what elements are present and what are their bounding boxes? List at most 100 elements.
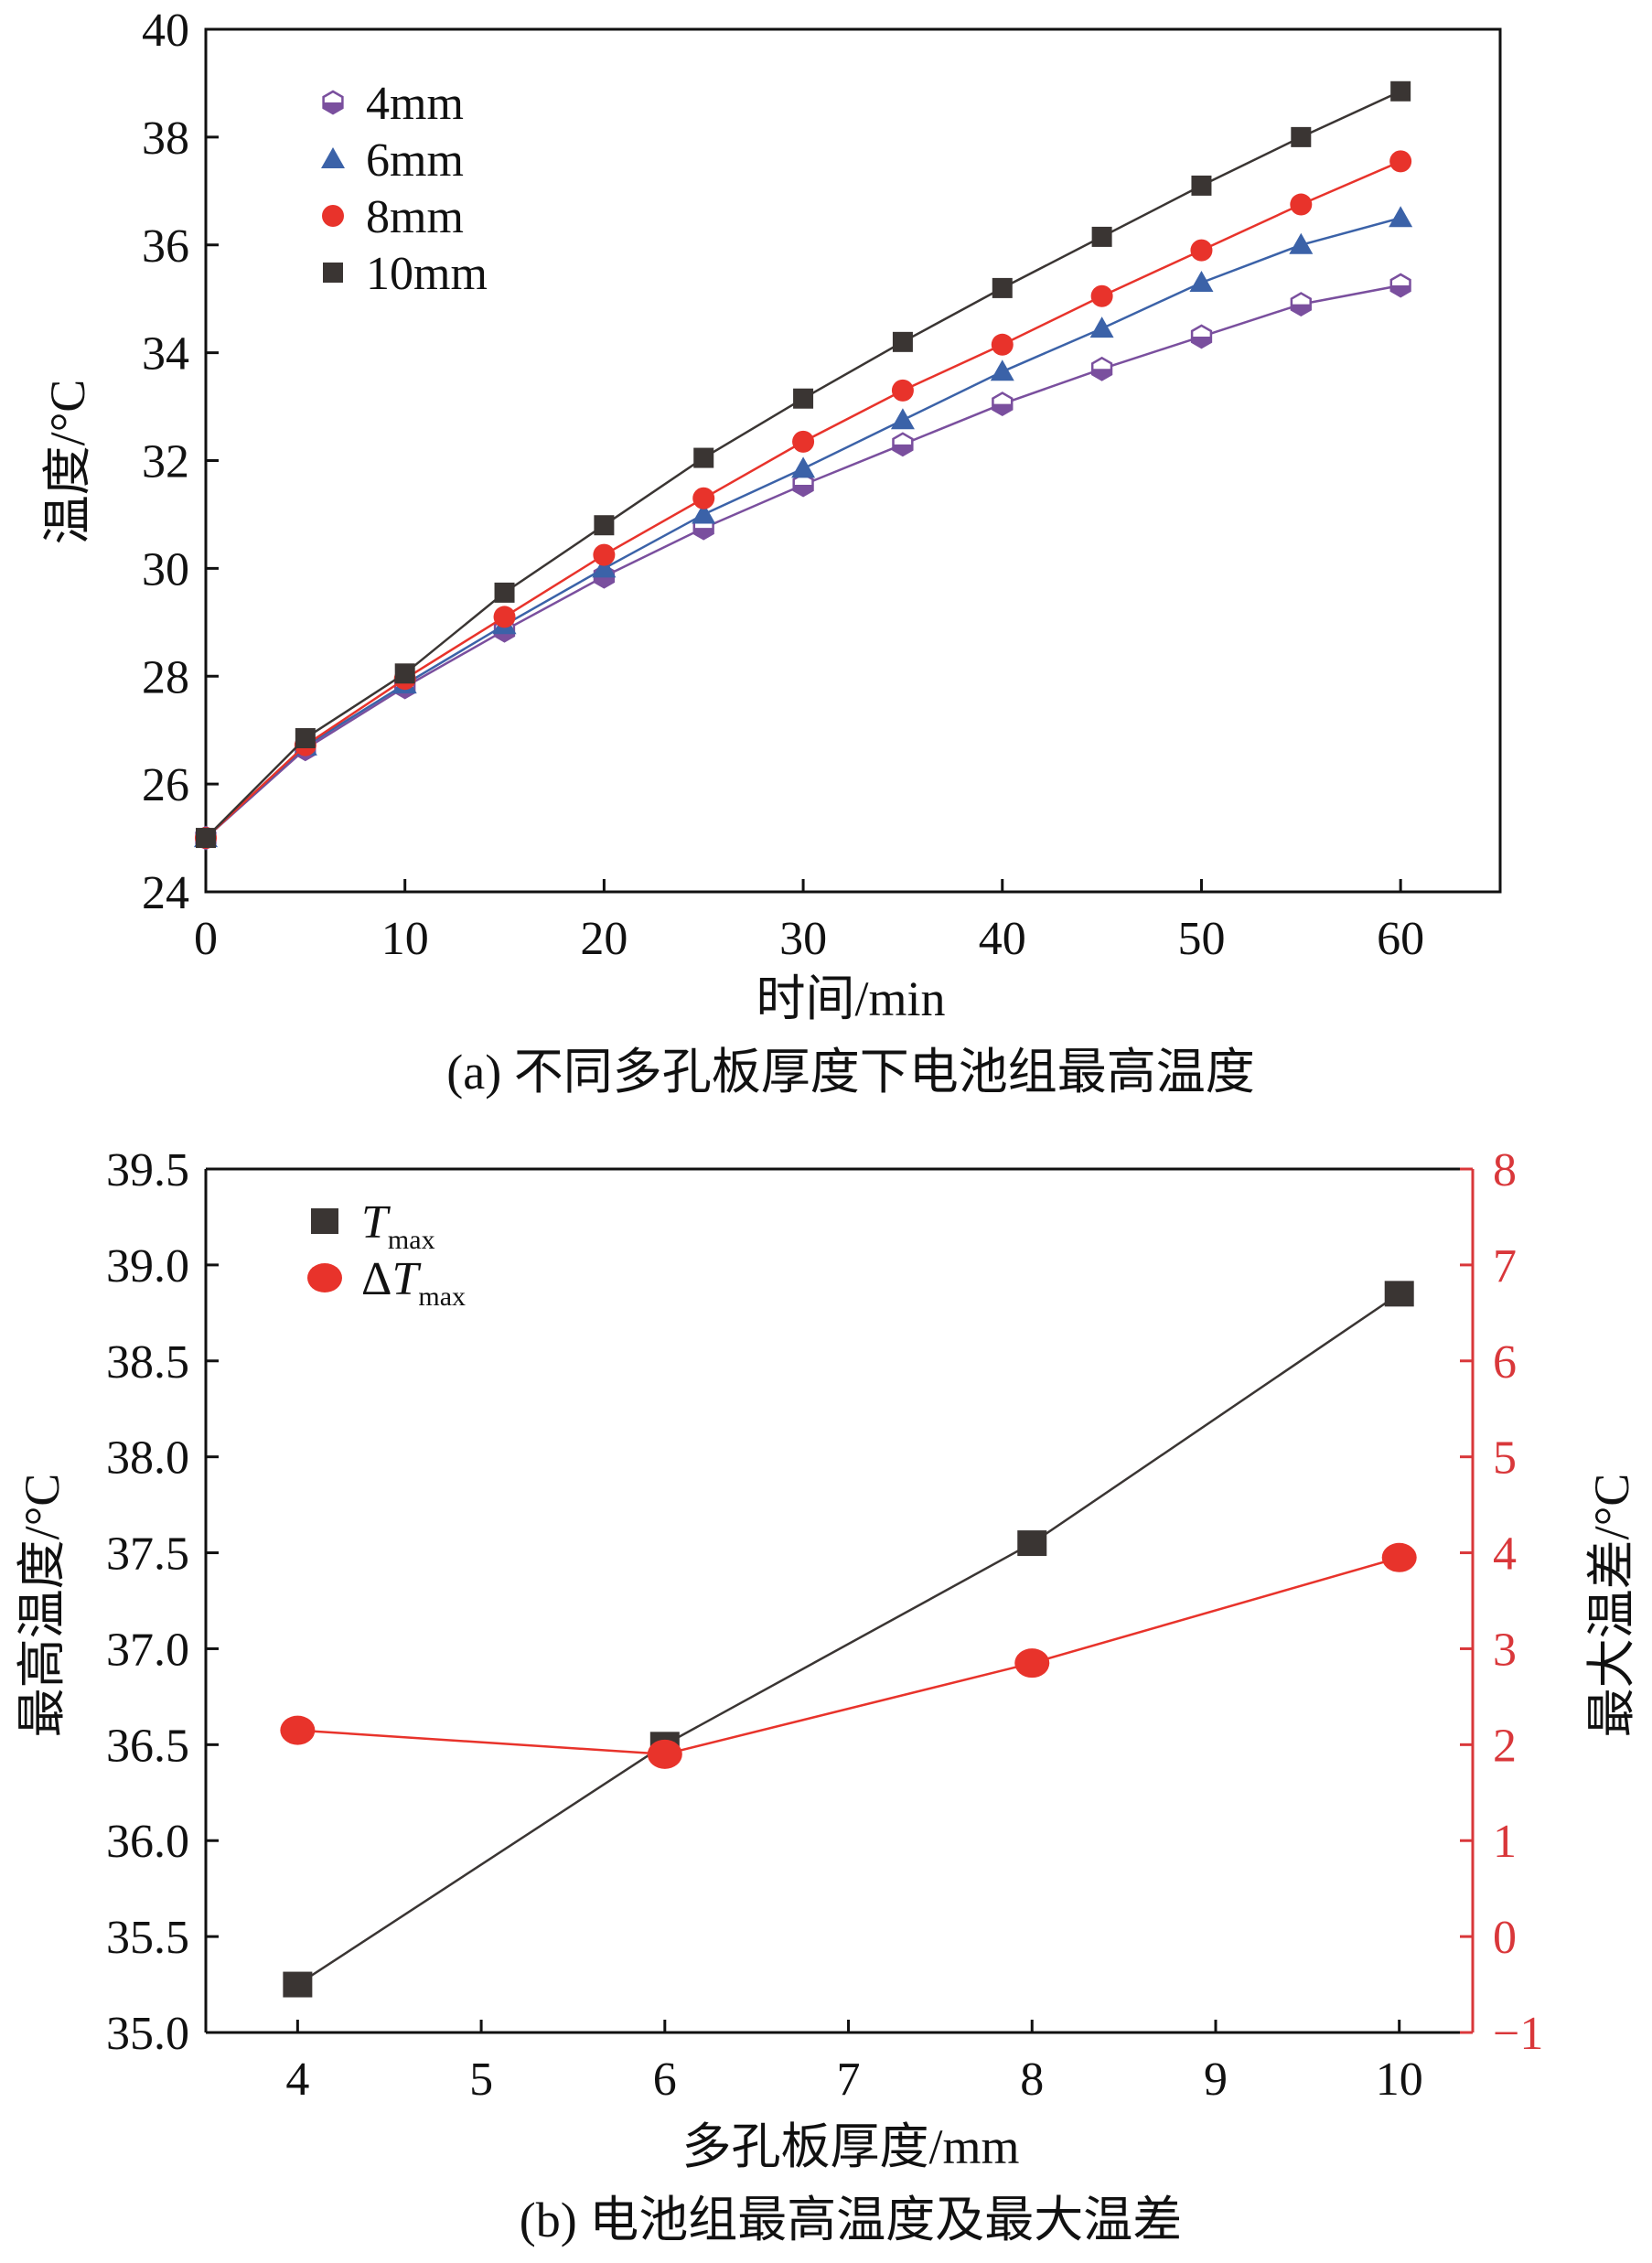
- chart-a-point-10mm: [1091, 226, 1112, 247]
- chart-a-point-4mm-fill: [1291, 304, 1311, 316]
- chart-a-point-6mm: [692, 502, 716, 524]
- chart-b-legend-label-subscript: max: [418, 1282, 466, 1312]
- chart-a-x-tick-label: 40: [979, 913, 1026, 965]
- chart-a-x-tick-label: 10: [381, 913, 429, 965]
- chart-a-point-8mm: [493, 606, 516, 628]
- chart-a-point-6mm: [791, 456, 816, 478]
- chart-b-series-line-T: [296, 1292, 1400, 1986]
- chart-b-legend-label-main: T: [392, 1253, 421, 1305]
- chart-a-point-6mm: [1289, 232, 1314, 254]
- chart-b-y-tick-label-right: −1: [1493, 2008, 1543, 2060]
- chart-a-point-10mm: [992, 277, 1013, 298]
- chart-a-point-10mm: [693, 447, 714, 468]
- chart-a-legend-marker-10mm: [323, 263, 343, 283]
- chart-b-x-tick-label: 8: [1020, 2054, 1044, 2106]
- chart-a-y-tick-label: 34: [142, 328, 189, 381]
- chart-a-point-4mm: [992, 391, 1014, 417]
- chart-a-point-8mm: [692, 487, 715, 509]
- chart-a-legend-marker-4mm: [322, 90, 344, 115]
- chart-b-legend-label: ΔTmax: [361, 1253, 466, 1312]
- chart-a-ylabel: 温度/°C: [40, 380, 95, 545]
- chart-a-legend-label-10mm: 10mm: [366, 248, 488, 300]
- chart-a-x-tick-label: 30: [779, 913, 827, 965]
- chart-a-point-6mm: [1389, 206, 1413, 228]
- chart-a-point-4mm: [1190, 324, 1213, 349]
- chart-a-point-6mm: [890, 408, 915, 430]
- chart-b-y-tick-label-right: 1: [1493, 1816, 1517, 1868]
- chart-a-caption: (a) 不同多孔板厚度下电池组最高温度: [446, 1045, 1254, 1099]
- chart-a-point-8mm: [593, 543, 616, 566]
- chart-b-ylabel-left: 最高温度/°C: [15, 1474, 70, 1738]
- chart-a-point-4mm: [1090, 356, 1113, 381]
- chart-a-point-8mm: [991, 333, 1014, 356]
- chart-a-x-tick-label: 0: [194, 913, 218, 965]
- chart-a-point-10mm: [494, 582, 515, 603]
- chart-b-legend-marker-tmax: [311, 1208, 338, 1234]
- chart-b-y-tick-label-left: 37.0: [106, 1624, 189, 1676]
- chart-a-point-4mm-fill: [992, 403, 1013, 415]
- chart-a-point-6mm: [1189, 271, 1214, 293]
- chart-a-y-tick-label: 38: [142, 113, 189, 165]
- chart-b-xlabel: 多孔板厚度/mm: [681, 2119, 1019, 2174]
- chart-a-point-8mm: [1389, 150, 1412, 173]
- chart-a-y-tick-label: 36: [142, 220, 189, 273]
- chart-a-point-10mm: [196, 828, 216, 849]
- chart-b-x-tick-label: 10: [1376, 2054, 1423, 2106]
- chart-a-point-4mm-fill: [1390, 284, 1411, 296]
- chart-a-point-8mm: [1290, 193, 1313, 216]
- chart-a-point-4mm-fill: [594, 576, 614, 588]
- chart-b-y-tick-label-right: 6: [1493, 1336, 1517, 1389]
- chart-b-legend-label: Tmax: [361, 1196, 435, 1255]
- chart-b-y-tick-label-left: 35.5: [106, 1912, 189, 1964]
- chart-a-point-4mm: [1389, 273, 1411, 298]
- chart-a-legend-marker-8mm: [322, 205, 344, 227]
- chart-a-point-8mm: [891, 379, 914, 402]
- chart-b-y-tick-label-left: 37.5: [106, 1528, 189, 1581]
- chart-b-y-tick-label-left: 36.0: [106, 1816, 189, 1868]
- chart-b-point-ΔT: [1014, 1648, 1050, 1678]
- chart-a-y-tick-label: 28: [142, 651, 189, 703]
- chart-b-legend-marker-dtmax: [307, 1263, 342, 1292]
- chart-a-legend-marker-4mm-fill: [323, 102, 343, 113]
- chart-a-y-tick-label: 26: [142, 759, 189, 811]
- chart-a-point-8mm: [1190, 239, 1213, 262]
- chart-a-legend-marker-6mm: [321, 147, 345, 168]
- chart-a-point-10mm: [1191, 175, 1212, 196]
- chart-a-point-8mm: [792, 430, 815, 453]
- chart-b-point-T: [1384, 1281, 1414, 1307]
- chart-a-point-4mm: [1290, 292, 1312, 317]
- chart-b-point-ΔT: [280, 1715, 316, 1745]
- chart-b-point-T: [1017, 1530, 1047, 1557]
- chart-a-legend-label-6mm: 6mm: [366, 134, 464, 187]
- chart-a-point-4mm: [892, 432, 914, 457]
- chart-b-y-tick-label-left: 39.0: [106, 1240, 189, 1292]
- chart-b-series-line-ΔT: [297, 1556, 1400, 1756]
- chart-a-point-4mm: [792, 472, 814, 498]
- chart-b-legend-label-delta: Δ: [361, 1253, 392, 1305]
- chart-b-y-tick-label-right: 3: [1493, 1624, 1517, 1676]
- chart-a-y-tick-label: 32: [142, 436, 189, 488]
- chart-a-series-line-4mm: [205, 284, 1401, 840]
- chart-a-point-4mm-fill: [693, 528, 713, 540]
- chart-b-y-tick-label-right: 5: [1493, 1432, 1517, 1485]
- chart-b-legend-label-main: T: [361, 1196, 391, 1249]
- chart-b-y-tick-label-left: 39.5: [106, 1144, 189, 1196]
- chart-a: 0 10 20 30 40 50 60 24 26 28 30 32 34 36 38 40 4mm6mm8mm…: [142, 5, 1502, 965]
- chart-b-point-ΔT: [647, 1739, 682, 1769]
- chart-b-ylabel-right: 最大温差/°C: [1584, 1474, 1639, 1738]
- chart-b-y-tick-label-left: 38.0: [106, 1432, 189, 1485]
- chart-a-point-4mm-fill: [1092, 369, 1112, 381]
- chart-a-legend-label-8mm: 8mm: [366, 191, 464, 243]
- chart-b: 4 5 6 7 8 9 1035.035.536.036.537.037.538.038.5…: [106, 1144, 1543, 2106]
- chart-b-y-tick-label-left: 38.5: [106, 1336, 189, 1389]
- chart-a-point-4mm-fill: [1192, 336, 1211, 348]
- chart-a-series-line-6mm: [205, 217, 1401, 840]
- chart-b-legend-label-subscript: max: [388, 1225, 435, 1255]
- chart-b-x-tick-label: 6: [653, 2054, 677, 2106]
- chart-b-y-tick-label-left: 36.5: [106, 1720, 189, 1772]
- chart-a-point-4mm-fill: [793, 485, 813, 497]
- chart-a-x-tick-label: 50: [1177, 913, 1225, 965]
